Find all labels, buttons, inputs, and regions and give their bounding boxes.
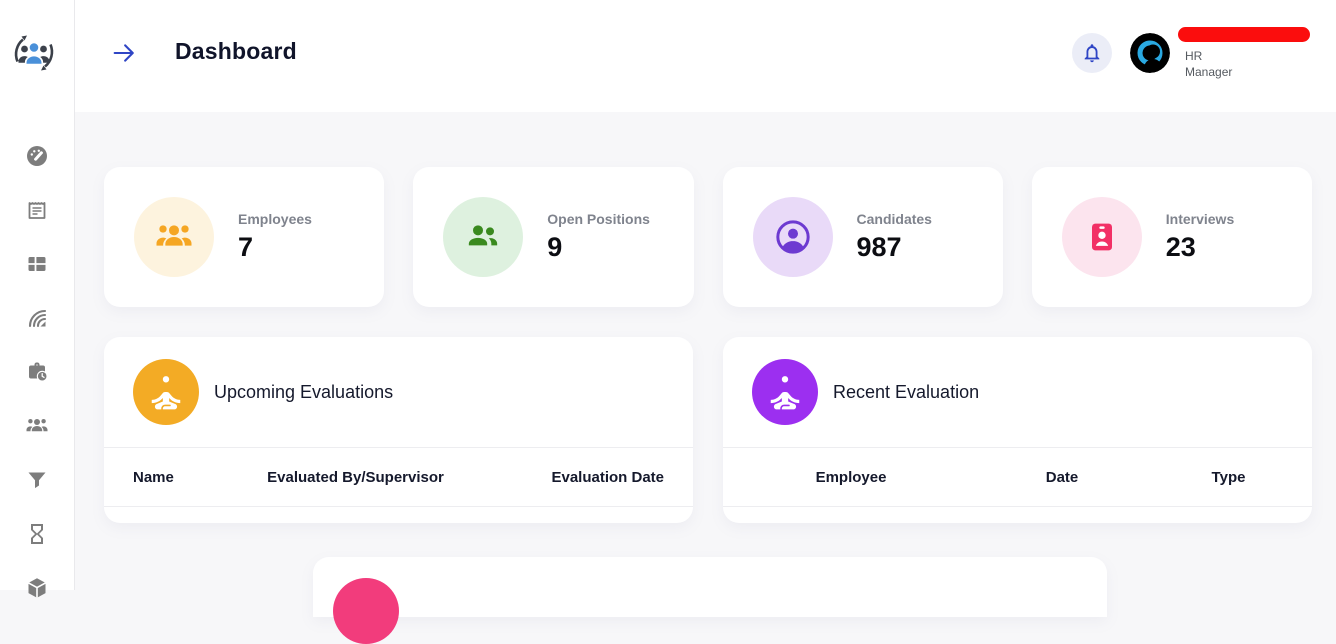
- sidebar-item-jobs[interactable]: [25, 360, 49, 384]
- recent-evaluation-panel: Recent Evaluation Employee Date Type: [723, 337, 1312, 523]
- column-header-evaluated-by: Evaluated By/Supervisor: [267, 468, 444, 486]
- avatar-image: [1130, 33, 1170, 73]
- stat-text: Employees 7: [238, 211, 312, 263]
- sidebar: [0, 0, 75, 598]
- two-people-icon: [469, 225, 498, 246]
- app-logo[interactable]: [8, 27, 60, 79]
- hr-logo-icon: [9, 28, 59, 78]
- sidebar-item-package[interactable]: [25, 576, 49, 600]
- column-header-name: Name: [133, 468, 174, 486]
- sidebar-item-hourglass[interactable]: [25, 522, 49, 546]
- badge-icon: [1091, 223, 1112, 251]
- page-title: Dashboard: [175, 38, 297, 64]
- bottom-card-icon-circle: [333, 578, 399, 644]
- sidebar-item-table[interactable]: [25, 252, 49, 276]
- sidebar-toggle-button[interactable]: [110, 39, 138, 67]
- panel-header: Recent Evaluation: [723, 337, 1312, 448]
- redacted-username: [1178, 27, 1310, 42]
- stat-card-employees: Employees 7: [104, 167, 385, 307]
- hourglass-icon: [31, 524, 43, 544]
- stat-label: Candidates: [856, 211, 932, 227]
- column-header-employee: Employee: [815, 468, 887, 486]
- dashboard-gauge-icon: [27, 146, 47, 166]
- panel-header: Upcoming Evaluations: [104, 337, 693, 448]
- stat-card-open-positions: Open Positions 9: [413, 167, 694, 307]
- notes-icon: [28, 202, 46, 219]
- funnel-icon: [28, 472, 46, 489]
- sidebar-nav: [0, 144, 74, 600]
- table-icon: [28, 257, 46, 271]
- bell-icon: [1084, 44, 1100, 63]
- user-role-line1: HR: [1185, 49, 1203, 63]
- panel-title: Recent Evaluation: [833, 381, 980, 402]
- sidebar-item-employees[interactable]: [25, 414, 49, 438]
- stat-value: 987: [856, 232, 902, 262]
- stat-card-candidates: Candidates 987: [722, 167, 1003, 307]
- people-icon: [26, 419, 48, 432]
- group-icon: [156, 225, 192, 246]
- package-icon: [28, 578, 46, 598]
- stat-value: 23: [1165, 232, 1196, 262]
- person-circle-icon: [775, 220, 810, 254]
- meditation-icon: [151, 376, 181, 410]
- panel-title: Upcoming Evaluations: [214, 381, 394, 402]
- stat-card-interviews: Interviews 23: [1031, 167, 1312, 307]
- stat-value: 7: [238, 232, 254, 262]
- notifications-button[interactable]: [1072, 33, 1112, 73]
- signal-icon: [28, 309, 47, 328]
- stat-text: Candidates 987: [857, 211, 932, 263]
- open-positions-icon-circle: [443, 197, 524, 277]
- sidebar-item-dashboard[interactable]: [25, 144, 49, 168]
- stat-label: Interviews: [1165, 211, 1235, 227]
- stat-value: 9: [547, 232, 563, 262]
- interviews-icon-circle: [1061, 197, 1142, 277]
- arrow-right-icon: [113, 44, 134, 62]
- meditation-icon: [770, 376, 800, 410]
- sidebar-item-filter[interactable]: [25, 468, 49, 492]
- stat-label: Open Positions: [547, 211, 650, 227]
- briefcase-clock-icon: [29, 362, 48, 382]
- sidebar-item-notes[interactable]: [25, 198, 49, 222]
- user-avatar[interactable]: [1130, 33, 1170, 73]
- recent-evaluation-table-header: Employee Date Type: [723, 448, 1312, 507]
- upcoming-evaluations-panel: Upcoming Evaluations Name Evaluated By/S…: [104, 337, 693, 523]
- upcoming-evaluations-icon-circle: [133, 359, 199, 425]
- stat-text: Open Positions 9: [547, 211, 650, 263]
- sidebar-item-signal[interactable]: [25, 306, 49, 330]
- user-role: HR Manager: [1185, 48, 1318, 80]
- stats-row: Employees 7 Open Positions 9: [104, 167, 1312, 307]
- column-header-evaluation-date: Evaluation Date: [551, 468, 664, 486]
- stat-text: Interviews 23: [1166, 211, 1234, 263]
- user-role-line2: Manager: [1185, 65, 1233, 79]
- stat-label: Employees: [238, 211, 312, 227]
- header: Dashboard HR Manager: [75, 0, 1336, 112]
- user-info: HR Manager: [1178, 27, 1318, 80]
- upcoming-evaluations-table-header: Name Evaluated By/Supervisor Evaluation …: [104, 448, 693, 507]
- recent-evaluation-icon-circle: [752, 359, 818, 425]
- bottom-partial-card: [313, 557, 1107, 644]
- column-header-date: Date: [1045, 468, 1079, 486]
- candidates-icon-circle: [752, 197, 833, 277]
- column-header-type: Type: [1211, 468, 1246, 486]
- employees-icon-circle: [134, 197, 214, 277]
